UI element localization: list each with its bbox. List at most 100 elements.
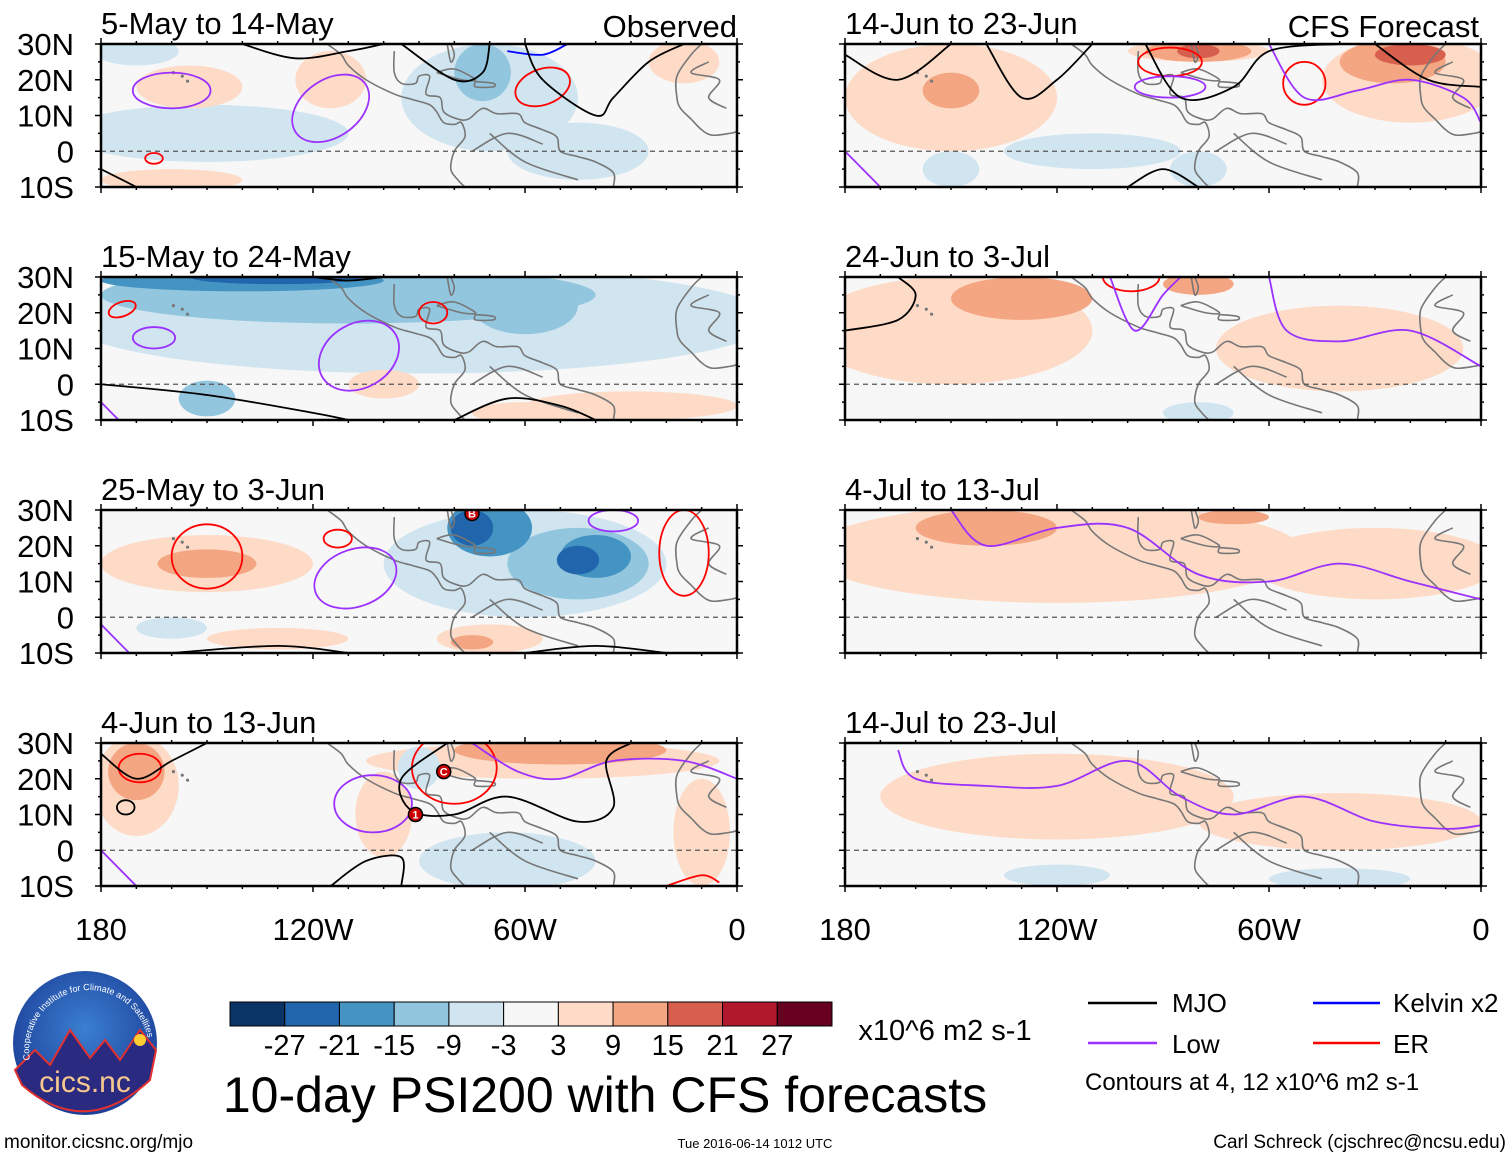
contours-note: Contours at 4, 12 x10^6 m2 s-1 bbox=[1085, 1069, 1419, 1096]
coastline bbox=[1180, 68, 1221, 82]
anomaly-shading bbox=[922, 151, 980, 187]
coastline bbox=[436, 68, 477, 82]
coastline bbox=[1434, 527, 1471, 576]
wave-contour bbox=[115, 799, 136, 816]
anomaly-shading bbox=[108, 743, 165, 801]
coastline bbox=[1215, 132, 1287, 152]
coastline bbox=[489, 598, 579, 647]
hawaii-island bbox=[929, 545, 934, 549]
wave-contour bbox=[1109, 277, 1182, 332]
wave-contour bbox=[101, 383, 349, 420]
panel-title: 25-May to 3-Jun bbox=[101, 472, 325, 507]
map-area: 1C bbox=[101, 743, 737, 886]
hawaii-island bbox=[185, 545, 190, 549]
lat-label: 10N bbox=[17, 332, 74, 367]
coastline bbox=[674, 743, 737, 836]
lat-label: 10S bbox=[19, 403, 74, 438]
wave-contour bbox=[845, 150, 881, 187]
colorbar-swatch bbox=[776, 1001, 833, 1027]
storm-label: 1 bbox=[412, 810, 418, 822]
wave-contour bbox=[1133, 75, 1207, 99]
lat-label: 20N bbox=[17, 529, 74, 564]
wave-contour bbox=[101, 849, 137, 886]
hawaii-island bbox=[915, 304, 920, 308]
coastline bbox=[1070, 743, 1210, 886]
coastline bbox=[1180, 767, 1221, 781]
panel-title: 14-Jun to 23-Jun bbox=[845, 6, 1078, 41]
panel-title: 14-Jul to 23-Jul bbox=[845, 705, 1057, 740]
anomaly-shading bbox=[1269, 868, 1411, 886]
coastline bbox=[436, 301, 477, 315]
wave-contour bbox=[101, 623, 130, 653]
panel-title: 15-May to 24-May bbox=[101, 239, 351, 274]
coastline bbox=[674, 510, 737, 603]
tropical-cyclone-icon bbox=[407, 806, 424, 823]
coastline bbox=[446, 510, 456, 530]
coastline bbox=[1434, 760, 1471, 809]
lon-label: 120W bbox=[273, 912, 355, 947]
panel-title: 4-Jul to 13-Jul bbox=[845, 472, 1040, 507]
wave-contour bbox=[897, 749, 1481, 830]
anomaly-shading bbox=[295, 51, 366, 109]
wave-contour bbox=[171, 644, 349, 653]
coastline bbox=[471, 598, 543, 618]
wave-contour bbox=[101, 168, 137, 187]
colorbar-swatch bbox=[667, 1001, 724, 1027]
wave-contour bbox=[1144, 44, 1340, 101]
coastline bbox=[471, 132, 543, 152]
footer-url[interactable]: monitor.cicsnc.org/mjo bbox=[4, 1132, 193, 1153]
hawaii-island bbox=[924, 307, 928, 311]
coastline bbox=[1233, 365, 1323, 414]
coastline bbox=[674, 44, 737, 137]
colorbar-swatch bbox=[229, 1001, 286, 1027]
coastline bbox=[1190, 510, 1200, 530]
anomaly-shading bbox=[450, 635, 494, 650]
anomaly-shading bbox=[951, 277, 1093, 320]
map-area bbox=[101, 44, 737, 187]
anomaly-shading bbox=[101, 169, 243, 187]
storm-label: C bbox=[440, 767, 448, 779]
colorbar-units: x10^6 m2 s-1 bbox=[858, 1015, 1031, 1047]
colorbar-tick-label: 9 bbox=[605, 1030, 621, 1062]
coastline bbox=[326, 44, 466, 187]
hawaii-island bbox=[180, 307, 184, 311]
coastline bbox=[1418, 510, 1481, 603]
hawaii-island bbox=[180, 540, 184, 544]
colorbar-tick-label: -9 bbox=[436, 1030, 462, 1062]
coastline bbox=[1190, 44, 1200, 64]
anomaly-shading bbox=[355, 771, 412, 858]
map-area bbox=[845, 277, 1481, 420]
anomaly-shading bbox=[136, 617, 207, 639]
wave-contour bbox=[985, 44, 1093, 100]
wave-contour bbox=[400, 44, 491, 83]
wave-contour bbox=[322, 528, 353, 549]
colorbar-swatch bbox=[503, 1001, 559, 1027]
anomaly-shading bbox=[136, 65, 243, 109]
hawaii-island bbox=[924, 540, 928, 544]
map-area bbox=[845, 743, 1481, 886]
colorbar-tick-label: 3 bbox=[550, 1030, 566, 1062]
wave-contour bbox=[507, 44, 568, 56]
coastline bbox=[446, 277, 456, 297]
wave-contour bbox=[291, 73, 370, 144]
wave-contour bbox=[330, 854, 405, 886]
hawaii-island bbox=[915, 770, 920, 774]
wave-contour bbox=[471, 743, 737, 781]
forecast-header: CFS Forecast bbox=[1288, 9, 1480, 44]
lat-label: 10S bbox=[19, 869, 74, 904]
anomaly-shading bbox=[1251, 527, 1481, 600]
coastline bbox=[1190, 743, 1200, 763]
wave-contour bbox=[333, 774, 413, 834]
coastline bbox=[1215, 598, 1287, 618]
wave-contour bbox=[170, 523, 244, 590]
anomaly-shading bbox=[922, 72, 980, 109]
coastline bbox=[1418, 743, 1481, 836]
lat-label: 10N bbox=[17, 99, 74, 134]
anomaly-shading bbox=[101, 104, 349, 162]
lon-label: 180 bbox=[75, 912, 127, 947]
wave-contour bbox=[1282, 60, 1327, 106]
coastline bbox=[1217, 546, 1241, 555]
hawaii-island bbox=[924, 74, 928, 78]
